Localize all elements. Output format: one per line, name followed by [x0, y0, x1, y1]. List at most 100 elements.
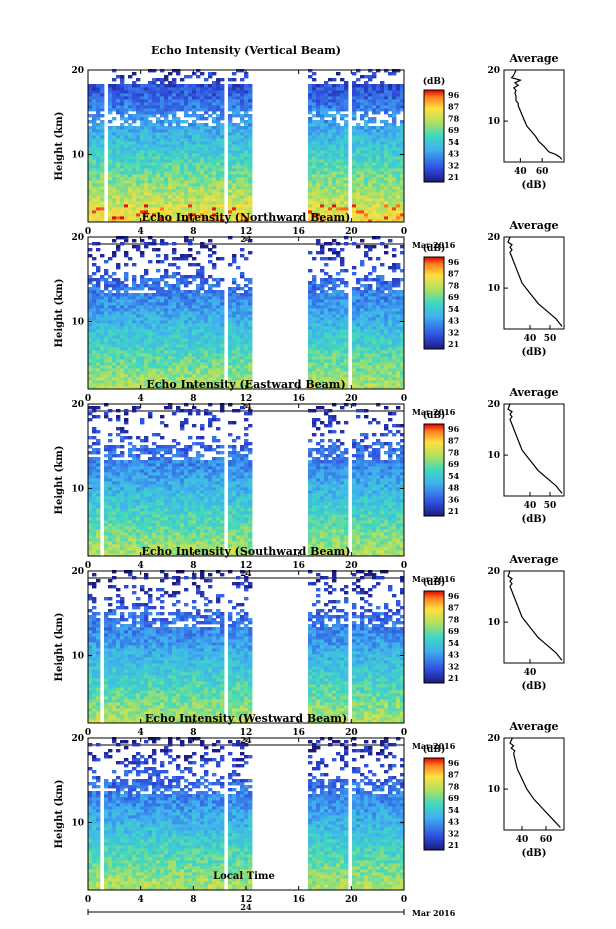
x-tick-label: 4	[138, 728, 144, 738]
colorbar	[423, 89, 445, 183]
x-tick-label: 0	[401, 394, 407, 404]
heatmap-cells	[88, 69, 405, 223]
x-tick-label: 0	[85, 561, 91, 571]
colorbar-tick: 21	[448, 840, 459, 850]
average-y-tick: 10	[487, 284, 500, 294]
colorbar-tick: 69	[448, 125, 460, 135]
x-tick-label: 4	[138, 895, 144, 905]
y-tick-label: 20	[71, 233, 84, 243]
colorbar-tick: 54	[448, 304, 460, 314]
average-frame	[503, 403, 565, 497]
colorbar-tick: 87	[448, 102, 459, 112]
colorbar-tick: 87	[448, 269, 459, 279]
colorbar-tick: 96	[448, 424, 460, 434]
y-axis-label: Height (km)	[54, 613, 65, 682]
x-tick-label: 16	[292, 895, 305, 905]
colorbar-tick: 96	[448, 591, 460, 601]
heatmap-cells	[88, 236, 405, 390]
date-label: Mar 2016	[412, 908, 456, 918]
x-tick-label: 20	[345, 227, 358, 237]
x-tick-label: 0	[85, 895, 91, 905]
x-tick-label: 0	[401, 895, 407, 905]
colorbar-tick: 96	[448, 90, 460, 100]
colorbar-tick: 69	[448, 793, 460, 803]
x-tick-label: 4	[138, 394, 144, 404]
y-tick-label: 10	[71, 818, 84, 828]
average-x-tick: 40	[514, 167, 527, 177]
x-tick-label: 4	[138, 561, 144, 571]
x-tick-label: 8	[190, 227, 196, 237]
colorbar-tick: 21	[448, 673, 459, 683]
x-tick-label: 8	[190, 728, 196, 738]
colorbar-tick: 32	[448, 160, 459, 170]
average-x-tick: 40	[516, 835, 529, 845]
average-profile-line	[509, 737, 561, 828]
x-tick-label: 16	[292, 227, 305, 237]
colorbar-tick: 43	[448, 316, 460, 326]
x-tick-label: 8	[190, 561, 196, 571]
colorbar-tick: 32	[448, 661, 459, 671]
average-title: Average	[508, 219, 558, 232]
panel-title: Echo Intensity (Southward Beam)	[142, 545, 351, 558]
average-y-tick: 10	[487, 618, 500, 628]
colorbar-tick: 21	[448, 506, 459, 516]
panel-title: Echo Intensity (Westward Beam)	[145, 712, 347, 725]
colorbar-tick: 32	[448, 327, 459, 337]
average-x-tick: 60	[536, 167, 549, 177]
average-x-label: (dB)	[522, 347, 547, 358]
colorbar-tick: 21	[448, 339, 459, 349]
colorbar-tick: 43	[448, 149, 460, 159]
average-profile-line	[510, 69, 563, 160]
average-x-tick: 40	[524, 668, 537, 678]
colorbar-tick: 78	[448, 280, 460, 290]
colorbar-unit: (dB)	[423, 577, 445, 588]
colorbar-tick: 69	[448, 459, 460, 469]
average-x-label: (dB)	[522, 514, 547, 525]
average-y-tick: 10	[487, 451, 500, 461]
average-y-tick: 10	[487, 117, 500, 127]
average-title: Average	[508, 720, 558, 733]
x-tick-label: 20	[345, 394, 358, 404]
average-frame	[503, 236, 565, 330]
x-axis-label: Local Time	[213, 871, 275, 882]
date-label: Mar 2016	[412, 574, 456, 584]
colorbar	[423, 256, 445, 350]
average-title: Average	[508, 52, 558, 65]
colorbar-tick: 87	[448, 603, 459, 613]
y-axis-label: Height (km)	[54, 112, 65, 181]
average-x-label: (dB)	[522, 848, 547, 859]
colorbar-tick: 54	[448, 137, 460, 147]
colorbar-tick: 69	[448, 626, 460, 636]
colorbar-tick: 87	[448, 436, 459, 446]
colorbar-tick: 69	[448, 292, 460, 302]
average-x-label: (dB)	[522, 180, 547, 191]
panel-1: Echo Intensity (Northward Beam) 0 4 8 12 16 20…	[54, 211, 565, 417]
average-y-tick: 20	[487, 233, 500, 243]
average-frame	[503, 69, 565, 163]
colorbar-tick: 54	[448, 805, 460, 815]
y-tick-label: 10	[71, 150, 84, 160]
y-axis-label: Height (km)	[54, 446, 65, 515]
y-tick-label: 10	[71, 484, 84, 494]
y-axis-label: Height (km)	[54, 279, 65, 348]
colorbar-unit: (dB)	[423, 76, 445, 87]
average-frame	[503, 570, 565, 664]
x-tick-label: 0	[85, 227, 91, 237]
average-title: Average	[508, 386, 558, 399]
y-axis-label: Height (km)	[54, 780, 65, 849]
average-y-tick: 20	[487, 400, 500, 410]
colorbar-tick: 78	[448, 781, 460, 791]
average-x-tick: 50	[544, 334, 557, 344]
colorbar-tick: 43	[448, 650, 460, 660]
x-tick-label: 8	[190, 394, 196, 404]
colorbar-unit: (dB)	[423, 744, 445, 755]
x-tick-label: 4	[138, 227, 144, 237]
y-tick-label: 10	[71, 317, 84, 327]
x-tick-label: 12	[240, 227, 253, 237]
colorbar	[423, 757, 445, 851]
average-x-tick: 50	[544, 501, 557, 511]
average-x-tick: 40	[524, 501, 537, 511]
x-tick-label: 0	[401, 227, 407, 237]
colorbar-tick: 32	[448, 828, 459, 838]
panel-title: Echo Intensity (Eastward Beam)	[146, 378, 345, 391]
